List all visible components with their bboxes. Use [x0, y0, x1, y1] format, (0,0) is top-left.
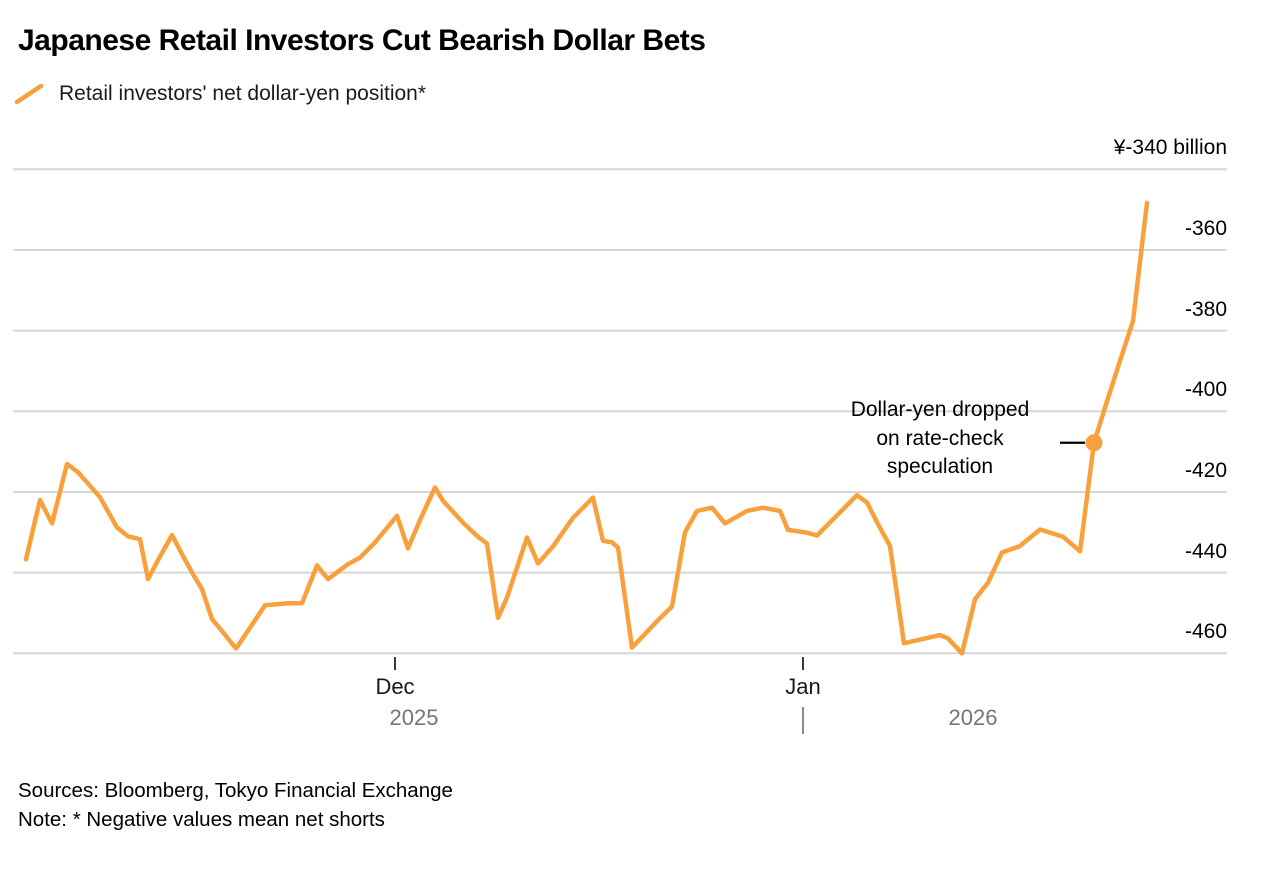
y-tick-label: -400 [1184, 378, 1227, 402]
y-tick-label: -380 [1184, 297, 1227, 321]
chart-title: Japanese Retail Investors Cut Bearish Do… [18, 24, 706, 57]
x-year-label: 2026 [948, 705, 998, 730]
x-year-label: 2025 [389, 705, 439, 730]
y-tick-label: ¥-340 billion [1113, 136, 1227, 160]
legend-label: Retail investors' net dollar-yen positio… [59, 82, 427, 105]
annotation-line: on rate-check [876, 426, 1004, 450]
x-month-label: Jan [785, 674, 821, 699]
y-tick-label: -460 [1184, 620, 1227, 644]
note-line: Note: * Negative values mean net shorts [18, 807, 385, 831]
sources-line: Sources: Bloomberg, Tokyo Financial Exch… [18, 779, 453, 802]
x-month-label: Dec [375, 674, 415, 699]
y-tick-label: -420 [1184, 458, 1227, 482]
annotation-line: speculation [886, 455, 994, 478]
legend: Retail investors' net dollar-yen positio… [14, 82, 426, 106]
y-tick-label: -360 [1184, 216, 1227, 240]
footer: Sources: Bloomberg, Tokyo Financial Exch… [18, 777, 453, 834]
annotation-line: Dollar-yen dropped [850, 398, 1030, 421]
data-line [23, 200, 1150, 656]
y-tick-label: -440 [1184, 539, 1227, 563]
annotation-marker-dot [1085, 434, 1103, 452]
legend-line-swatch-icon [14, 83, 44, 105]
annotation-text: Dollar-yen dropped on rate-check speculati… [790, 396, 1090, 482]
